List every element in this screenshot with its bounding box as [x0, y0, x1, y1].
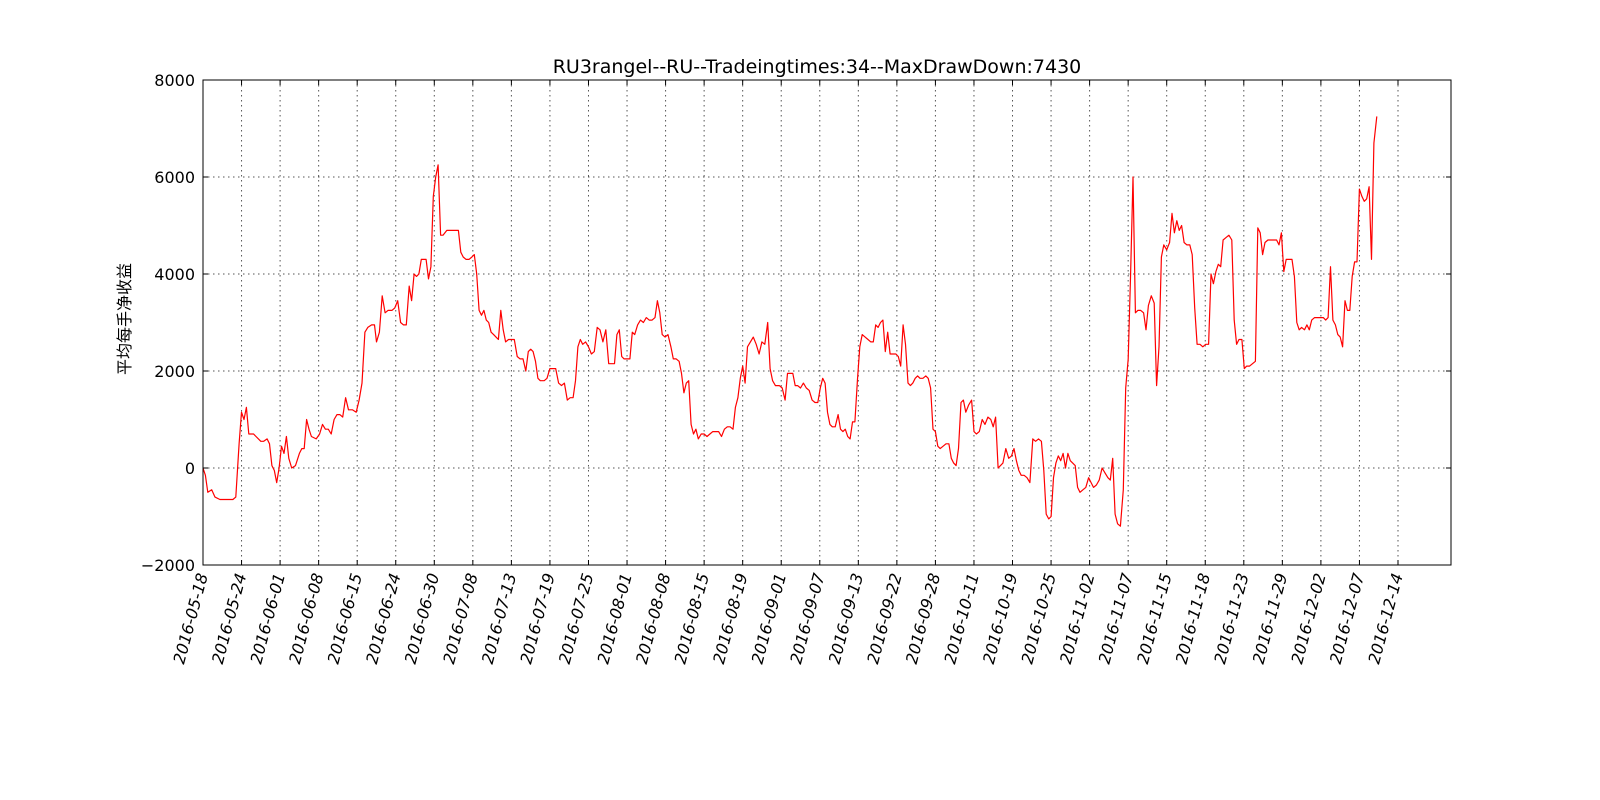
plot-area-frame — [202, 79, 1452, 566]
y-tick-label: 8000 — [154, 71, 195, 90]
y-tick-label: 4000 — [154, 265, 195, 284]
y-tick-label: 0 — [185, 459, 195, 478]
y-axis-label: 平均每手净收益 — [115, 263, 134, 375]
series-line — [202, 116, 1378, 527]
y-tick-label: 6000 — [154, 168, 195, 187]
chart-title: RU3rangel--RU--Tradeingtimes:34--MaxDraw… — [553, 56, 1082, 78]
tick-marks — [202, 79, 1451, 566]
y-tick-label: −2000 — [141, 556, 195, 575]
grid-lines — [203, 80, 1451, 565]
y-axis-tick-labels: −2000 0 2000 4000 6000 8000 — [141, 71, 195, 575]
y-tick-label: 2000 — [154, 362, 195, 381]
series-group — [202, 116, 1378, 527]
